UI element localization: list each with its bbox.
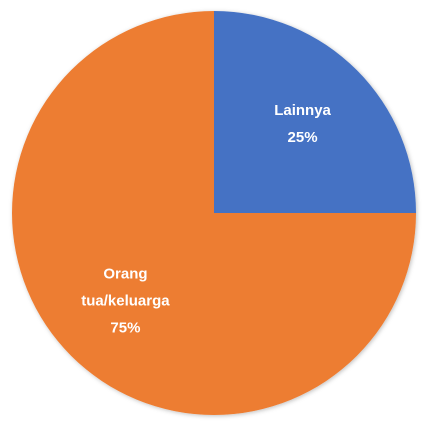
slice-value-label: 25% xyxy=(288,129,318,146)
slice-label: Orang tua/keluarga xyxy=(81,266,170,310)
pie xyxy=(12,11,416,415)
slice-label: Lainnya xyxy=(274,102,331,119)
pie-slice xyxy=(214,11,416,213)
pie-slice xyxy=(12,11,416,415)
slice-value-label: 75% xyxy=(110,320,140,337)
